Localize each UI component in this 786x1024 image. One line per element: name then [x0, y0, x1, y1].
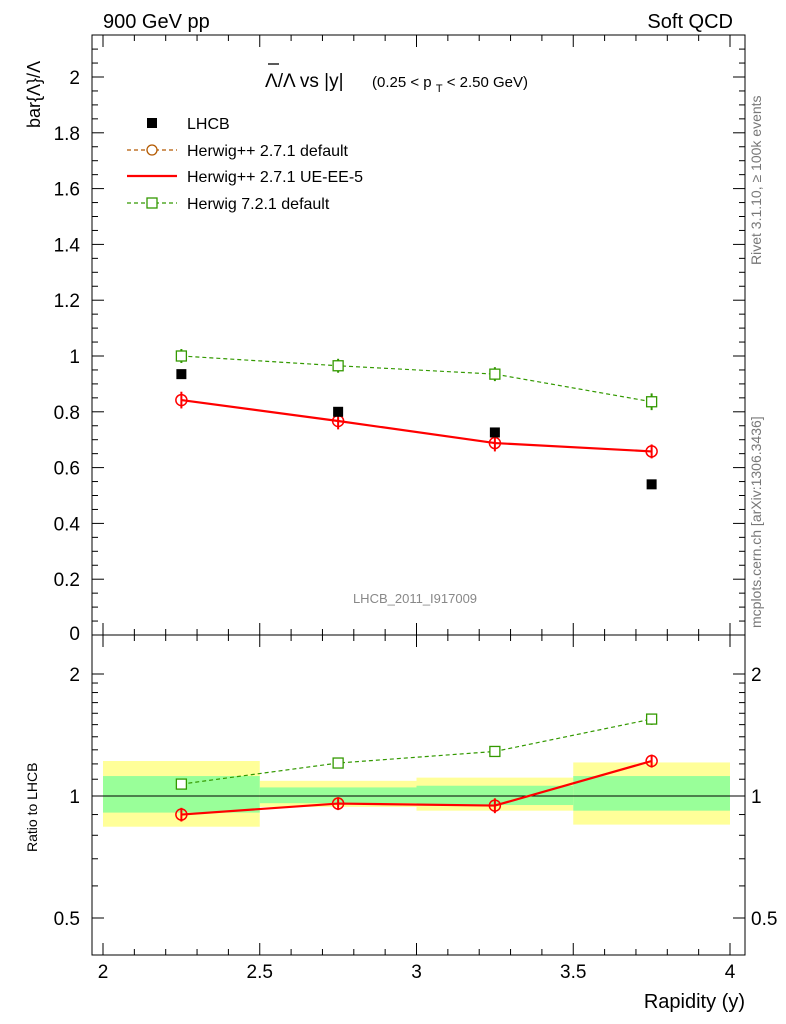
header-right: Soft QCD [647, 11, 733, 33]
point-herwig7 [175, 350, 188, 362]
ratio-point-herwig7 [332, 757, 344, 769]
title-cut-open: (0.25 < p [372, 74, 432, 91]
ratio-band-inner [573, 776, 730, 811]
ratio-panel: 2 2.5 3 3.5 4 0.5 0.5 1 1 2 2 [54, 634, 777, 983]
title-cut: (0.25 < p T < 2.50 GeV) [372, 74, 528, 96]
ratio-y-tick-label-right: 1 [751, 787, 762, 808]
point-herwig7 [489, 368, 501, 380]
x-tick-label: 3 [411, 962, 422, 983]
legend-label-herwig-default: Herwig++ 2.7.1 default [187, 143, 349, 160]
y-tick-label: 2 [69, 68, 80, 89]
ratio-y-tick-label-right: 2 [751, 665, 762, 686]
ratio-band-inner [259, 787, 417, 804]
y-tick-label: 1.2 [54, 291, 80, 312]
legend-label-herwig7: Herwig 7.2.1 default [187, 196, 330, 213]
ratio-frame [91, 634, 746, 956]
y-tick-label: 1.6 [54, 180, 80, 201]
y-tick-label: 0.8 [54, 403, 80, 424]
legend-marker-herwig-default [146, 144, 158, 156]
x-tick-label: 2.5 [247, 962, 273, 983]
ratio-y-tick-label-right: 0.5 [751, 909, 777, 930]
y-tick-label: 1 [69, 347, 80, 368]
ratio-point-herwig7 [645, 713, 658, 725]
title-cut-sub: T [436, 83, 443, 95]
legend-label-herwig-ueee5: Herwig++ 2.7.1 UE-EE-5 [187, 169, 363, 186]
rivet-label: Rivet 3.1.10, ≥ 100k events [748, 95, 764, 265]
ratio-y-axis-label: Ratio to LHCB [24, 763, 40, 852]
x-tick-label: 2 [98, 962, 109, 983]
point-herwig7 [645, 396, 658, 408]
ratio-point-herwig7 [175, 778, 188, 790]
title-cut-close: < 2.50 GeV) [447, 74, 528, 91]
point-herwig-ueee5 [175, 393, 188, 407]
y-tick-label: 0.6 [54, 459, 80, 480]
ratio-y-tick-label: 1 [69, 787, 80, 808]
point-lhcb [333, 406, 344, 417]
y-tick-label: 0.2 [54, 570, 80, 591]
ratio-line-herwig7 [181, 718, 652, 785]
main-panel: 0 0.2 0.4 0.6 0.8 1 1.2 1.4 1.6 1.8 2 [54, 34, 746, 645]
x-tick-label: 4 [725, 962, 736, 983]
ratio-y-tick-label: 0.5 [54, 909, 80, 930]
ratio-point-herwig7 [489, 745, 501, 758]
ratio-point-herwig-ueee5 [175, 808, 188, 821]
y-tick-label: 1.8 [54, 124, 80, 145]
point-herwig7 [332, 360, 344, 372]
header-left: 900 GeV pp [103, 11, 210, 33]
legend-marker-lhcb [147, 118, 157, 128]
y-tick-label: 1.4 [54, 235, 81, 256]
ratio-y-tick-label: 2 [69, 665, 80, 686]
analysis-watermark: LHCB_2011_I917009 [353, 591, 477, 606]
point-lhcb [646, 479, 657, 490]
ratio-point-herwig-ueee5 [488, 799, 502, 812]
x-tick-label: 3.5 [560, 962, 586, 983]
series-line-herwig-ueee5 [181, 398, 652, 453]
point-herwig-ueee5 [645, 445, 658, 458]
y-tick-label: 0.4 [54, 514, 81, 535]
title-main: Λ/Λ vs |y| [265, 71, 344, 92]
legend-marker-herwig7 [146, 197, 158, 209]
plot-title: Λ/Λ vs |y| (0.25 < p T < 2.50 GeV) [265, 63, 528, 96]
mcplots-label: mcplots.cern.ch [arXiv:1306.3436] [748, 416, 764, 628]
y-tick-label: 0 [69, 624, 80, 645]
legend-label-lhcb: LHCB [187, 116, 230, 133]
ratio-band-inner [416, 785, 574, 806]
ratio-point-herwig-ueee5 [645, 754, 658, 768]
legend: LHCB Herwig++ 2.7.1 default Herwig++ 2.7… [127, 116, 363, 213]
point-lhcb [489, 427, 500, 438]
x-axis-label: Rapidity (y) [644, 991, 745, 1013]
series-line-herwig7 [181, 355, 652, 403]
point-lhcb [176, 369, 187, 380]
point-herwig-ueee5 [488, 436, 502, 450]
ratio-point-herwig-ueee5 [331, 797, 345, 810]
y-axis-label: bar{Λ}/Λ [24, 61, 44, 128]
ratio-line-herwig-ueee5 [181, 759, 652, 816]
series-line-herwig-default [181, 399, 652, 453]
